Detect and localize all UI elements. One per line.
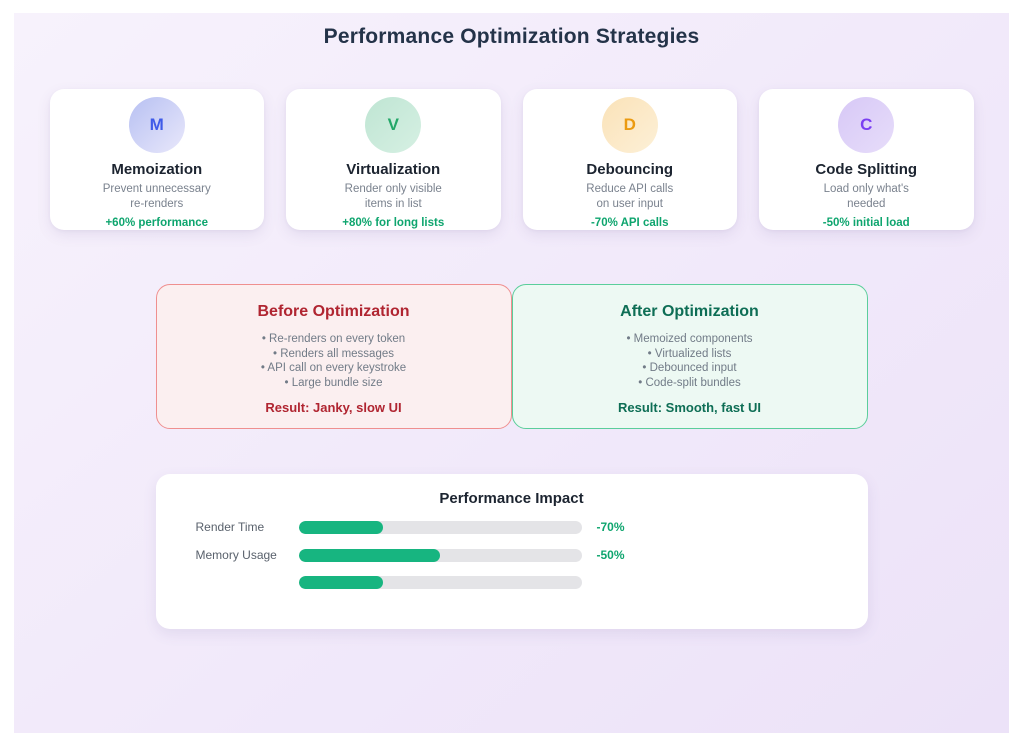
list-item: • Memoized components — [626, 333, 753, 345]
card-stat: +60% performance — [105, 217, 209, 229]
bar-fill — [298, 548, 440, 562]
card-description: Render only visible items in list — [344, 183, 442, 210]
debouncing-letter: D — [623, 115, 636, 134]
bar-fill — [298, 576, 384, 589]
card-code-splitting: C Code Splitting Load only what's needed… — [759, 89, 974, 230]
strategy-cards-row: M Memoization Prevent unnecessary re-ren… — [49, 89, 974, 230]
debouncing-letter-badge: D — [601, 97, 658, 153]
bar-fill — [298, 520, 384, 534]
card-title: Memoization — [111, 161, 203, 178]
bar-track — [298, 520, 582, 534]
card-stat: -70% API calls — [590, 217, 669, 229]
before-title: Before Optimization — [257, 303, 410, 320]
virtualization-letter: V — [387, 115, 399, 134]
card-title: Debouncing — [586, 161, 674, 178]
bar-track — [298, 576, 582, 589]
code-splitting-letter-badge: C — [838, 97, 895, 153]
card-virtualization: V Virtualization Render only visible ite… — [286, 89, 501, 230]
before-optimization-panel: Before Optimization • Re-renders on ever… — [155, 284, 512, 429]
impact-title: Performance Impact — [439, 490, 584, 507]
after-title: After Optimization — [620, 303, 759, 320]
card-debouncing: D Debouncing Reduce API calls on user in… — [522, 89, 737, 230]
list-item: • API call on every keystroke — [260, 362, 407, 374]
card-title: Code Splitting — [815, 161, 918, 178]
list-item: • Renders all messages — [273, 347, 394, 360]
list-item: • Large bundle size — [284, 376, 383, 389]
bar-value: -70% — [596, 520, 625, 534]
code-splitting-letter: C — [860, 115, 873, 134]
before-result: Result: Janky, slow UI — [265, 400, 402, 415]
page-title: Performance Optimization Strategies — [323, 25, 700, 48]
page-background: Performance Optimization Strategies M Me… — [14, 13, 1009, 733]
after-result: Result: Smooth, fast UI — [617, 400, 761, 415]
memoization-letter-badge: M — [128, 97, 185, 153]
impact-bar-row-3 — [156, 576, 868, 589]
impact-bar-row-render-time: Render Time -70% — [156, 520, 868, 534]
performance-impact-panel: Performance Impact Render Time -70% Memo… — [155, 474, 868, 629]
card-stat: -50% initial load — [822, 217, 910, 229]
list-item: • Re-renders on every token — [261, 333, 406, 345]
card-title: Virtualization — [346, 161, 441, 178]
card-memoization: M Memoization Prevent unnecessary re-ren… — [49, 89, 264, 230]
bar-track — [298, 548, 582, 562]
memoization-letter: M — [149, 115, 164, 134]
bar-label: Memory Usage — [195, 548, 277, 562]
card-description: Load only what's needed — [823, 183, 909, 210]
after-optimization-panel: After Optimization • Memoized components… — [511, 284, 868, 429]
before-bullet-list: • Re-renders on every token • Renders al… — [175, 332, 493, 390]
card-description: Reduce API calls on user input — [586, 183, 674, 210]
list-item: • Debounced input — [642, 362, 737, 374]
comparison-row: Before Optimization • Re-renders on ever… — [155, 284, 868, 429]
card-description: Prevent unnecessary re-renders — [102, 183, 211, 210]
virtualization-letter-badge: V — [365, 97, 422, 153]
card-stat: +80% for long lists — [342, 217, 445, 229]
after-bullet-list: • Memoized components • Virtualized list… — [531, 332, 849, 390]
bar-label: Render Time — [195, 520, 265, 534]
list-item: • Code-split bundles — [638, 376, 741, 389]
bar-value: -50% — [596, 548, 625, 562]
impact-bar-row-memory-usage: Memory Usage -50% — [156, 548, 868, 562]
list-item: • Virtualized lists — [647, 347, 732, 360]
